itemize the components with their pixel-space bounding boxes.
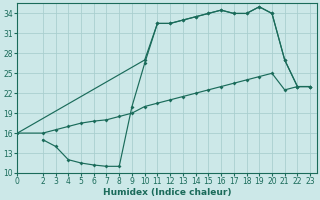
- X-axis label: Humidex (Indice chaleur): Humidex (Indice chaleur): [103, 188, 231, 197]
